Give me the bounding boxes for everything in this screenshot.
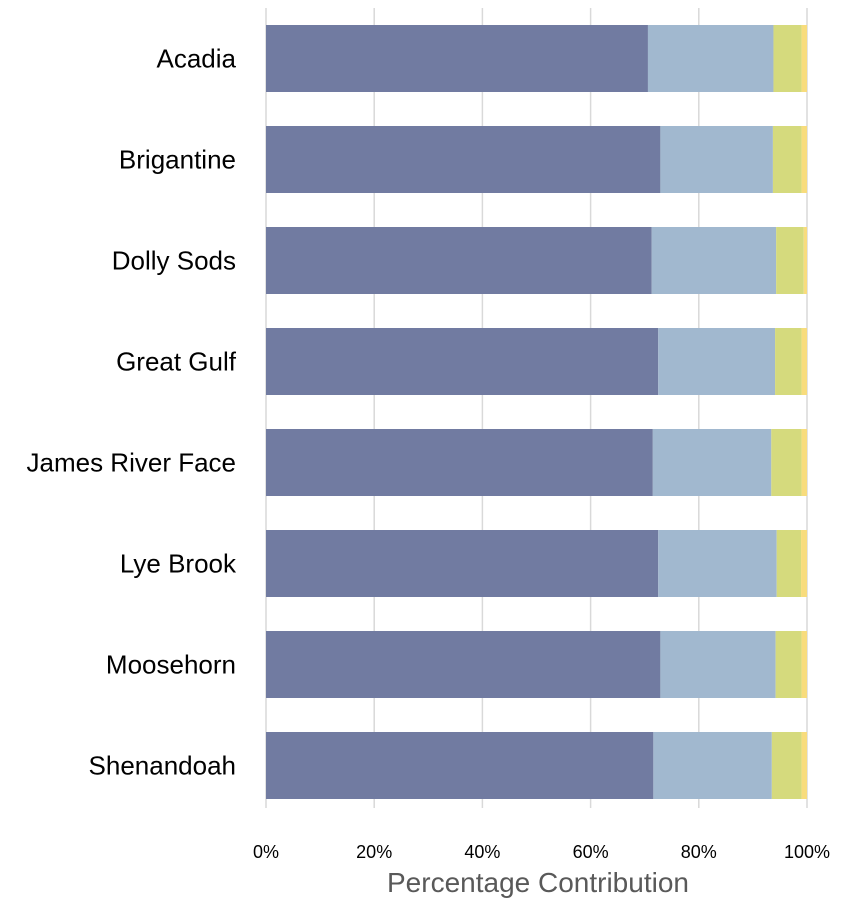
bar-segment xyxy=(266,126,661,193)
bar-segment xyxy=(658,530,777,597)
bar-segment xyxy=(266,530,659,597)
bar-segment xyxy=(801,429,807,496)
x-axis-title: Percentage Contribution xyxy=(387,867,689,898)
bar-segment xyxy=(771,732,802,799)
category-label: James River Face xyxy=(27,448,237,478)
category-label: Dolly Sods xyxy=(112,246,236,276)
bar-segment xyxy=(801,25,807,92)
category-label: Great Gulf xyxy=(116,347,237,377)
bar-segment xyxy=(776,227,804,294)
category-label: Acadia xyxy=(157,44,237,74)
bar-segment xyxy=(266,429,653,496)
bar-segment xyxy=(801,328,807,395)
bar-segment xyxy=(771,429,802,496)
bar-segment xyxy=(266,227,652,294)
bar-segment xyxy=(772,126,802,193)
bar-segment xyxy=(775,328,802,395)
bar-segment xyxy=(647,25,774,92)
bar-segment xyxy=(776,530,802,597)
bar-segment xyxy=(652,429,772,496)
bar-segment xyxy=(651,227,777,294)
bar-segment xyxy=(266,25,648,92)
category-label: Shenandoah xyxy=(89,751,236,781)
category-labels: Acadia Brigantine Dolly Sods Great Gulf Jame… xyxy=(27,44,237,781)
x-tick-label: 100% xyxy=(784,842,830,862)
x-tick-label: 0% xyxy=(253,842,279,862)
x-tick-labels: 0% 20% 40% 60% 80% 100% xyxy=(253,842,830,862)
bar-segment xyxy=(266,732,654,799)
bar-segment xyxy=(660,126,773,193)
bar-segment xyxy=(801,732,807,799)
x-tick-label: 20% xyxy=(356,842,392,862)
bar-segment xyxy=(801,631,807,698)
bar-segment xyxy=(775,631,802,698)
bar-segment xyxy=(660,631,776,698)
bar-segment xyxy=(801,126,807,193)
bar-segment xyxy=(653,732,772,799)
bar-segment xyxy=(658,328,776,395)
bar-segment xyxy=(266,328,659,395)
x-tick-label: 40% xyxy=(464,842,500,862)
bar-segment xyxy=(803,227,807,294)
category-label: Brigantine xyxy=(119,145,236,175)
category-label: Moosehorn xyxy=(106,650,236,680)
bar-segment xyxy=(801,530,807,597)
bar-segment xyxy=(773,25,802,92)
x-tick-label: 80% xyxy=(681,842,717,862)
bar-segment xyxy=(266,631,661,698)
bar-layer xyxy=(266,25,807,799)
x-tick-label: 60% xyxy=(573,842,609,862)
category-label: Lye Brook xyxy=(120,549,237,579)
